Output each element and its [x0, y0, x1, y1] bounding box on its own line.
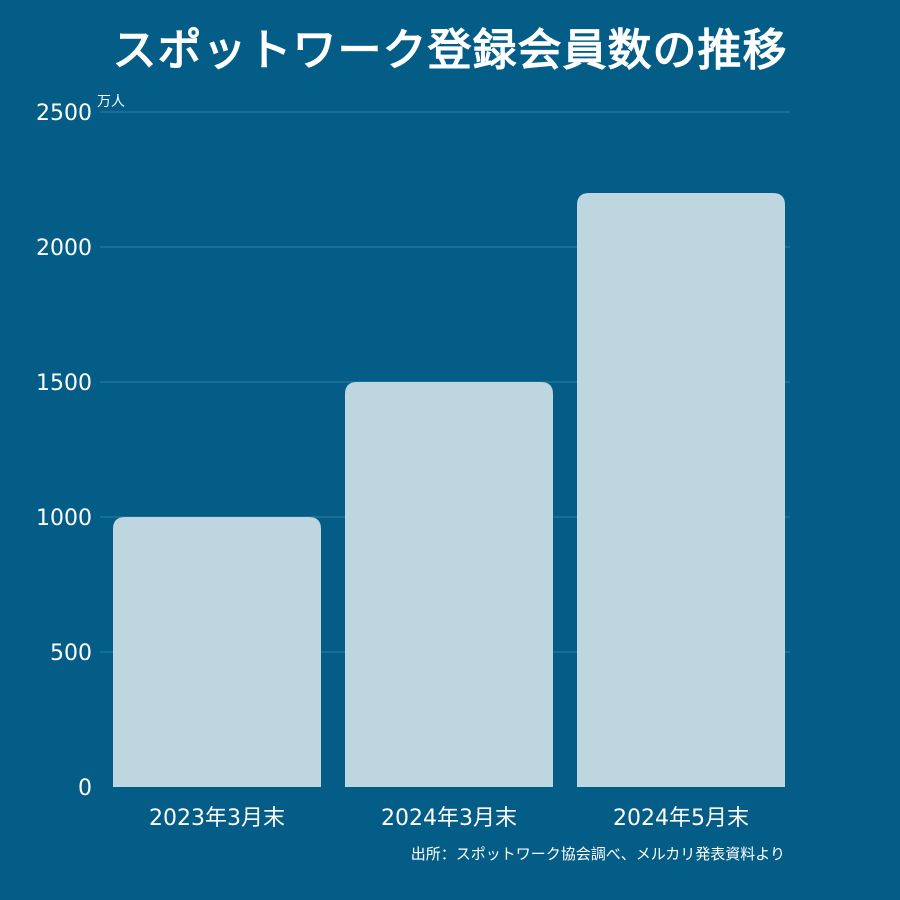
x-category-label: 2024年5月末: [613, 806, 749, 831]
y-axis-ticks: 0 500 1000 1500 2000 2500: [36, 101, 92, 801]
x-category-label: 2023年3月末: [149, 806, 285, 831]
y-axis-unit-label: 万人: [97, 94, 125, 110]
y-tick-label: 500: [50, 641, 92, 666]
bar: [113, 517, 321, 787]
chart-title: スポットワーク登録会員数の推移: [112, 25, 788, 76]
x-axis-labels: 2023年3月末 2024年3月末 2024年5月末: [149, 806, 749, 831]
y-tick-label: 1000: [36, 506, 92, 531]
y-tick-label: 2000: [36, 236, 92, 261]
x-category-label: 2024年3月末: [381, 806, 517, 831]
y-tick-label: 2500: [36, 101, 92, 126]
source-note: 出所：スポットワーク協会調べ、メルカリ発表資料より: [410, 845, 785, 863]
y-tick-label: 1500: [36, 371, 92, 396]
bar: [577, 193, 785, 787]
bars: [113, 193, 785, 787]
bar: [345, 382, 553, 787]
y-tick-label: 0: [78, 776, 92, 801]
